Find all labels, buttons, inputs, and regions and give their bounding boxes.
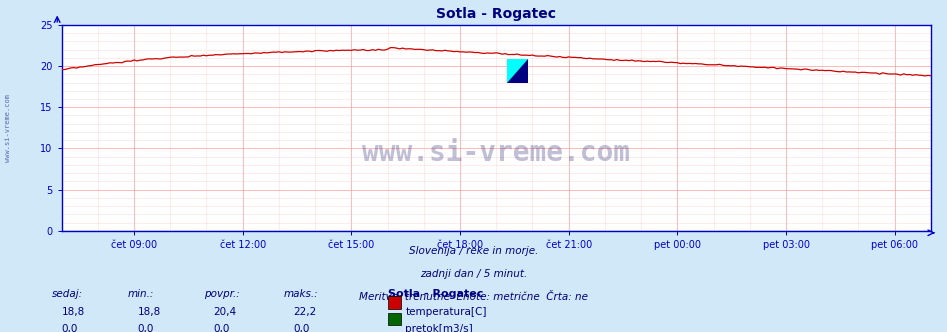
Text: 20,4: 20,4 [213,307,236,317]
Text: povpr.:: povpr.: [204,289,240,299]
Text: 0,0: 0,0 [294,324,310,332]
Text: 0,0: 0,0 [62,324,78,332]
Text: zadnji dan / 5 minut.: zadnji dan / 5 minut. [420,269,527,279]
Text: Sotla - Rogatec: Sotla - Rogatec [388,289,484,299]
Text: Meritve: trenutne  Enote: metrične  Črta: ne: Meritve: trenutne Enote: metrične Črta: … [359,292,588,302]
Text: 0,0: 0,0 [137,324,153,332]
Text: 18,8: 18,8 [62,307,85,317]
Text: min.:: min.: [128,289,154,299]
Text: www.si-vreme.com: www.si-vreme.com [363,138,630,167]
Text: pretok[m3/s]: pretok[m3/s] [405,324,474,332]
Polygon shape [508,59,528,83]
Text: sedaj:: sedaj: [52,289,83,299]
Text: 18,8: 18,8 [137,307,161,317]
Title: Sotla - Rogatec: Sotla - Rogatec [437,7,556,21]
Text: maks.:: maks.: [284,289,319,299]
Text: 22,2: 22,2 [294,307,317,317]
Text: www.si-vreme.com: www.si-vreme.com [5,94,10,162]
Text: Slovenija / reke in morje.: Slovenija / reke in morje. [409,246,538,256]
Text: temperatura[C]: temperatura[C] [405,307,487,317]
Polygon shape [508,59,528,83]
Text: 0,0: 0,0 [213,324,229,332]
